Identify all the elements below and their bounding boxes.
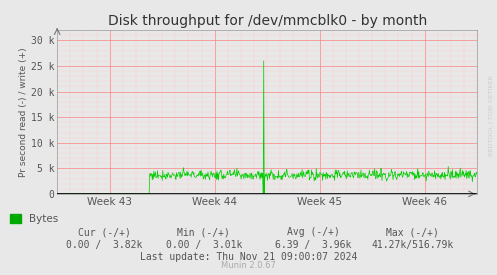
Text: Min (-/+): Min (-/+) [177,227,230,237]
Text: 6.39 /  3.96k: 6.39 / 3.96k [275,240,351,250]
Text: Last update: Thu Nov 21 09:00:07 2024: Last update: Thu Nov 21 09:00:07 2024 [140,252,357,262]
Legend: Bytes: Bytes [10,214,58,224]
Text: RRDTOOL / TOBI OETIKER: RRDTOOL / TOBI OETIKER [488,75,493,156]
Y-axis label: Pr second read (-) / write (+): Pr second read (-) / write (+) [19,47,28,177]
Text: Munin 2.0.67: Munin 2.0.67 [221,261,276,270]
Text: Avg (-/+): Avg (-/+) [287,227,339,237]
Text: Max (-/+): Max (-/+) [386,227,439,237]
Text: 41.27k/516.79k: 41.27k/516.79k [371,240,454,250]
Text: Cur (-/+): Cur (-/+) [78,227,131,237]
Title: Disk throughput for /dev/mmcblk0 - by month: Disk throughput for /dev/mmcblk0 - by mo… [107,14,427,28]
Text: 0.00 /  3.82k: 0.00 / 3.82k [66,240,143,250]
Text: 0.00 /  3.01k: 0.00 / 3.01k [166,240,242,250]
